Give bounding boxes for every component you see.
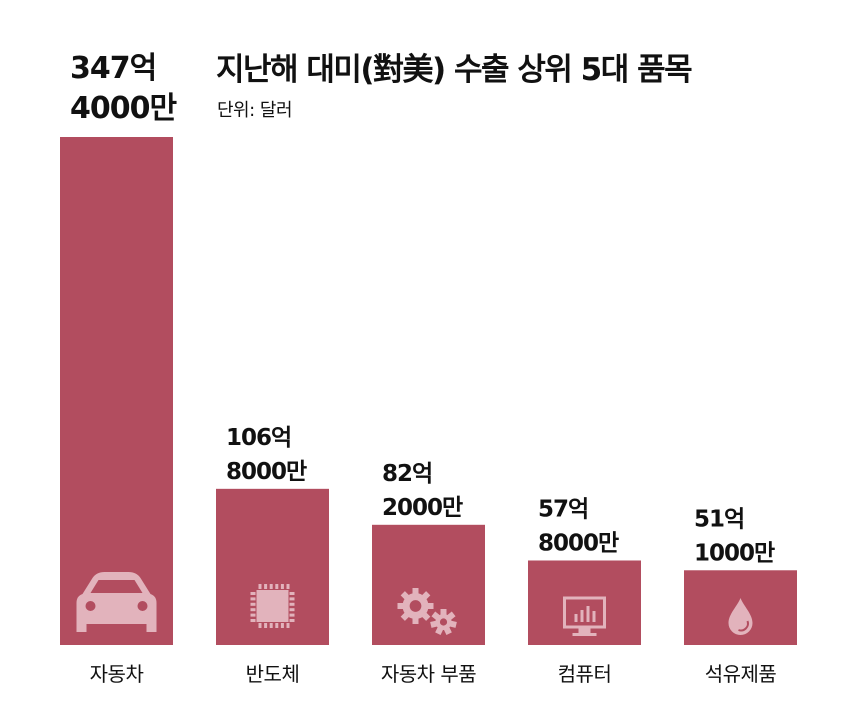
data-label: 106억 xyxy=(226,425,291,451)
chart-subtitle: 단위: 달러 xyxy=(217,100,293,121)
chip-icon xyxy=(250,584,295,628)
data-label: 1000만 xyxy=(694,540,775,566)
category-label: 자동차 부품 xyxy=(381,662,476,686)
bar xyxy=(60,137,173,645)
drop-icon xyxy=(728,598,753,635)
data-label: 8000만 xyxy=(538,530,619,556)
data-label: 2000만 xyxy=(382,495,463,521)
gears-icon xyxy=(397,588,457,636)
data-label: 82억 xyxy=(382,461,432,487)
data-label: 57억 xyxy=(538,496,588,522)
bar xyxy=(372,524,485,645)
data-label: 51억 xyxy=(694,506,744,532)
data-label: 4000만 xyxy=(70,91,177,126)
car-icon xyxy=(76,572,157,632)
category-label: 자동차 xyxy=(90,662,144,686)
data-label: 347억 xyxy=(70,51,156,86)
data-label: 8000만 xyxy=(226,459,307,485)
chart-title: 지난해 대미(對美) 수출 상위 5대 품목 xyxy=(216,52,693,88)
monitor-icon xyxy=(563,596,606,636)
category-label: 반도체 xyxy=(246,662,300,686)
category-label: 석유제품 xyxy=(705,662,777,686)
category-label: 컴퓨터 xyxy=(558,662,612,686)
